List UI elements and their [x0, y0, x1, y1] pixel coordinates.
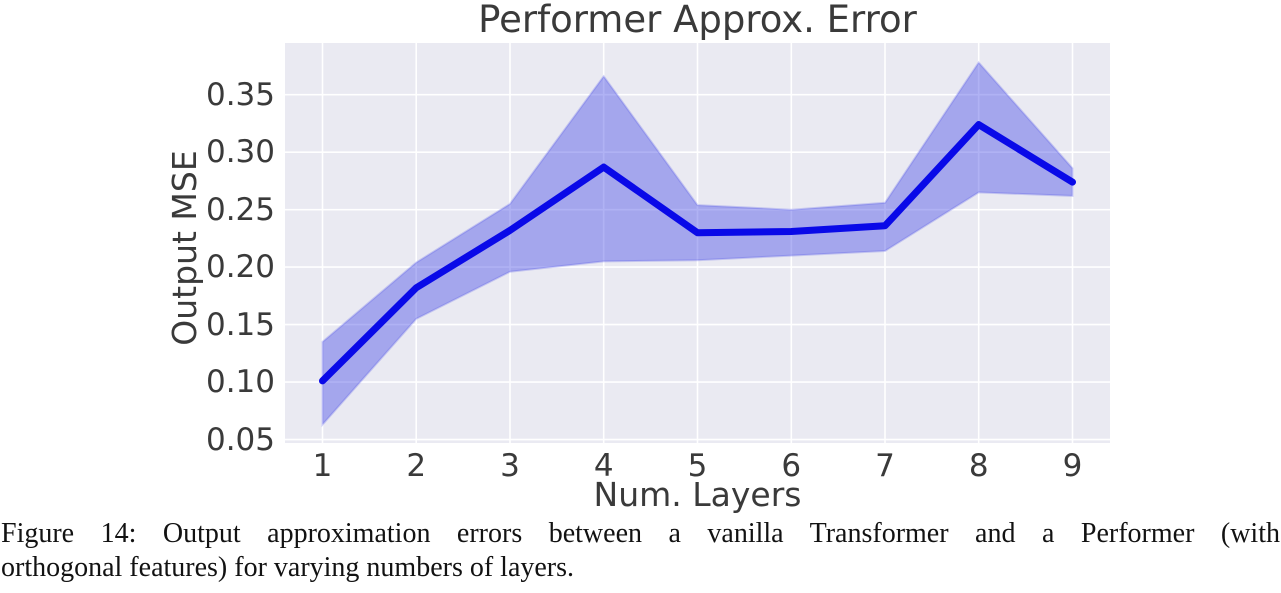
y-tick-label: 0.35	[205, 76, 275, 113]
confidence-band	[321, 60, 1074, 428]
caption-line-2: orthogonal features) for varying numbers…	[1, 552, 575, 583]
x-tick-label: 3	[500, 448, 520, 484]
y-tick-label: 0.25	[205, 191, 275, 228]
y-tick-label: 0.15	[205, 306, 275, 343]
caption-line-1: Figure 14: Output approximation errors b…	[1, 518, 1280, 549]
x-tick-label: 5	[687, 448, 708, 484]
mse-line	[319, 121, 1076, 385]
plot-canvas	[285, 43, 1110, 443]
x-tick-label: 6	[781, 448, 802, 484]
x-axis-label: Num. Layers	[593, 475, 802, 514]
x-tick-label: 2	[406, 448, 427, 484]
figure-caption: Figure 14: Output approximation errors b…	[1, 517, 1280, 585]
y-tick-label: 0.10	[205, 364, 275, 401]
x-tick-label: 7	[875, 448, 895, 484]
y-tick-label: 0.30	[205, 134, 275, 171]
y-tick-label: 0.20	[205, 249, 275, 286]
x-tick-label: 4	[593, 448, 614, 484]
x-tick-label: 9	[1062, 448, 1083, 484]
x-tick-label: 1	[312, 448, 333, 484]
plot-area	[285, 43, 1110, 443]
chart-title: Performer Approx. Error	[478, 0, 917, 41]
x-tick-label: 8	[968, 448, 989, 484]
y-tick-label: 0.05	[205, 421, 275, 458]
